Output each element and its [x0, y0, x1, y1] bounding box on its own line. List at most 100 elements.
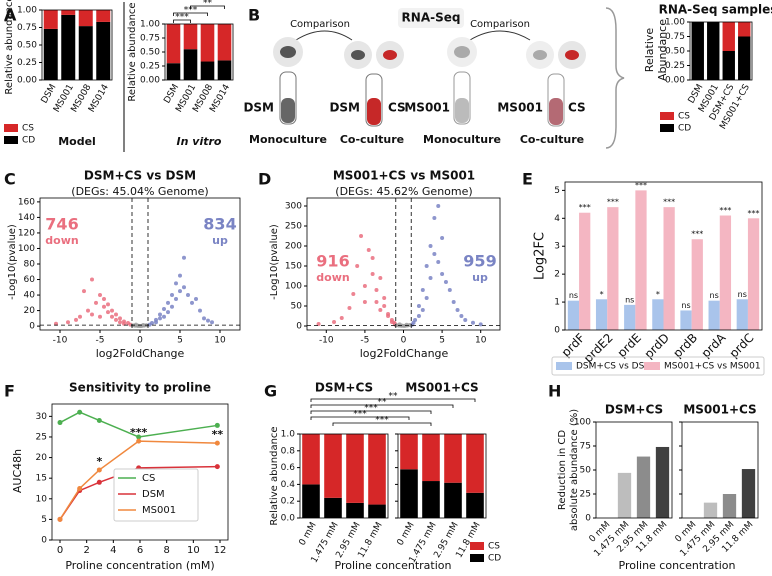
y-tick-label: 0.50	[17, 41, 37, 51]
y-tick-label: 100	[18, 244, 35, 254]
y-tick-label: 0.75	[140, 34, 160, 44]
x-tick-label: 0	[57, 545, 63, 556]
plot-frame	[681, 421, 759, 519]
y-tick-label: 25	[36, 432, 47, 442]
point	[94, 300, 98, 305]
point	[440, 272, 445, 276]
x-tick-label: prdE	[615, 331, 644, 360]
bar-segment	[302, 484, 320, 518]
culture-label: Co-culture	[340, 133, 404, 146]
point	[374, 300, 379, 304]
legend-swatch	[644, 362, 660, 370]
point	[428, 276, 433, 280]
x-tick-label: 0	[401, 336, 407, 346]
legend-swatch	[660, 112, 674, 120]
point	[86, 308, 90, 313]
y-tick-label: 20	[36, 453, 48, 463]
point	[194, 296, 198, 301]
bar	[655, 446, 670, 518]
significance-bracket	[310, 398, 476, 402]
point	[436, 204, 441, 208]
legend-label: CS	[678, 112, 690, 122]
point	[404, 322, 409, 327]
bacterium	[565, 50, 579, 60]
y-tick-label: 160	[18, 197, 35, 207]
y-tick-label: 0.00	[140, 76, 160, 86]
significance-label: ***	[691, 230, 703, 239]
point	[158, 312, 162, 317]
facet-title: MS001+CS	[683, 403, 756, 417]
point	[432, 252, 437, 256]
point	[102, 304, 106, 309]
x-axis-label: log2FoldChange	[96, 347, 185, 360]
bar-segment	[368, 434, 386, 505]
y-axis-label: Log2FC	[533, 232, 548, 280]
bar-segment	[324, 497, 342, 518]
bar	[708, 300, 720, 330]
point	[407, 323, 412, 327]
significance-label: **	[389, 392, 399, 402]
up-label: up	[472, 271, 488, 284]
point	[436, 260, 441, 264]
point	[114, 317, 118, 322]
bar	[652, 299, 664, 330]
bar-segment	[43, 28, 58, 80]
chart-subtitle: (DEGs: 45.62% Genome)	[335, 185, 472, 198]
plot-frame	[564, 181, 763, 331]
bar	[691, 239, 703, 330]
point	[110, 308, 114, 313]
point	[206, 318, 210, 323]
bar	[636, 456, 651, 518]
y-tick-label: 0.25	[140, 62, 160, 72]
up-count: 834	[203, 215, 236, 234]
point	[166, 300, 170, 305]
bar-segment	[217, 24, 232, 61]
brace	[605, 7, 625, 149]
y-tick-label: 1.00	[17, 6, 37, 16]
point	[182, 285, 186, 290]
panel-label: C	[4, 170, 16, 189]
bar	[635, 190, 647, 330]
point	[96, 417, 102, 423]
point	[106, 310, 110, 315]
y-tick-label: 0.75	[17, 23, 37, 33]
point	[455, 308, 460, 312]
up-count: 959	[463, 252, 496, 271]
y-tick-label: 0.50	[140, 48, 160, 58]
bar-segment	[691, 22, 704, 80]
significance-label: ***	[175, 13, 189, 23]
y-tick-label: 0.50	[665, 47, 685, 57]
point	[451, 300, 456, 304]
point	[428, 244, 433, 248]
point	[355, 264, 360, 268]
strain-label: MS001	[497, 101, 543, 115]
bar-segment	[422, 481, 440, 518]
y-tick-label: 0.4	[281, 480, 296, 490]
culture-label: Monoculture	[249, 133, 327, 146]
bar-segment	[346, 434, 364, 503]
point	[77, 409, 83, 415]
point	[174, 296, 178, 301]
bar	[567, 300, 580, 330]
chart-title: DSM+CS vs DSM	[84, 169, 196, 183]
title-box	[398, 8, 464, 28]
point	[98, 314, 102, 319]
x-tick-label: prdE2	[581, 331, 616, 366]
point	[106, 302, 110, 307]
point	[178, 273, 182, 278]
legend-frame	[113, 468, 199, 522]
y-tick-label: 150	[285, 262, 302, 272]
point	[118, 320, 122, 325]
legend-label: CD	[678, 124, 691, 134]
point	[102, 296, 106, 301]
significance-label: *	[656, 290, 660, 299]
y-tick-label: 20	[24, 306, 36, 316]
x-tick-label: -10	[319, 336, 334, 346]
point	[413, 318, 418, 322]
point	[57, 420, 63, 426]
significance-label: **	[378, 398, 388, 408]
y-tick-label: 140	[18, 213, 35, 223]
point	[386, 314, 391, 318]
plot-frame	[689, 21, 753, 81]
down-count: 746	[45, 215, 78, 234]
